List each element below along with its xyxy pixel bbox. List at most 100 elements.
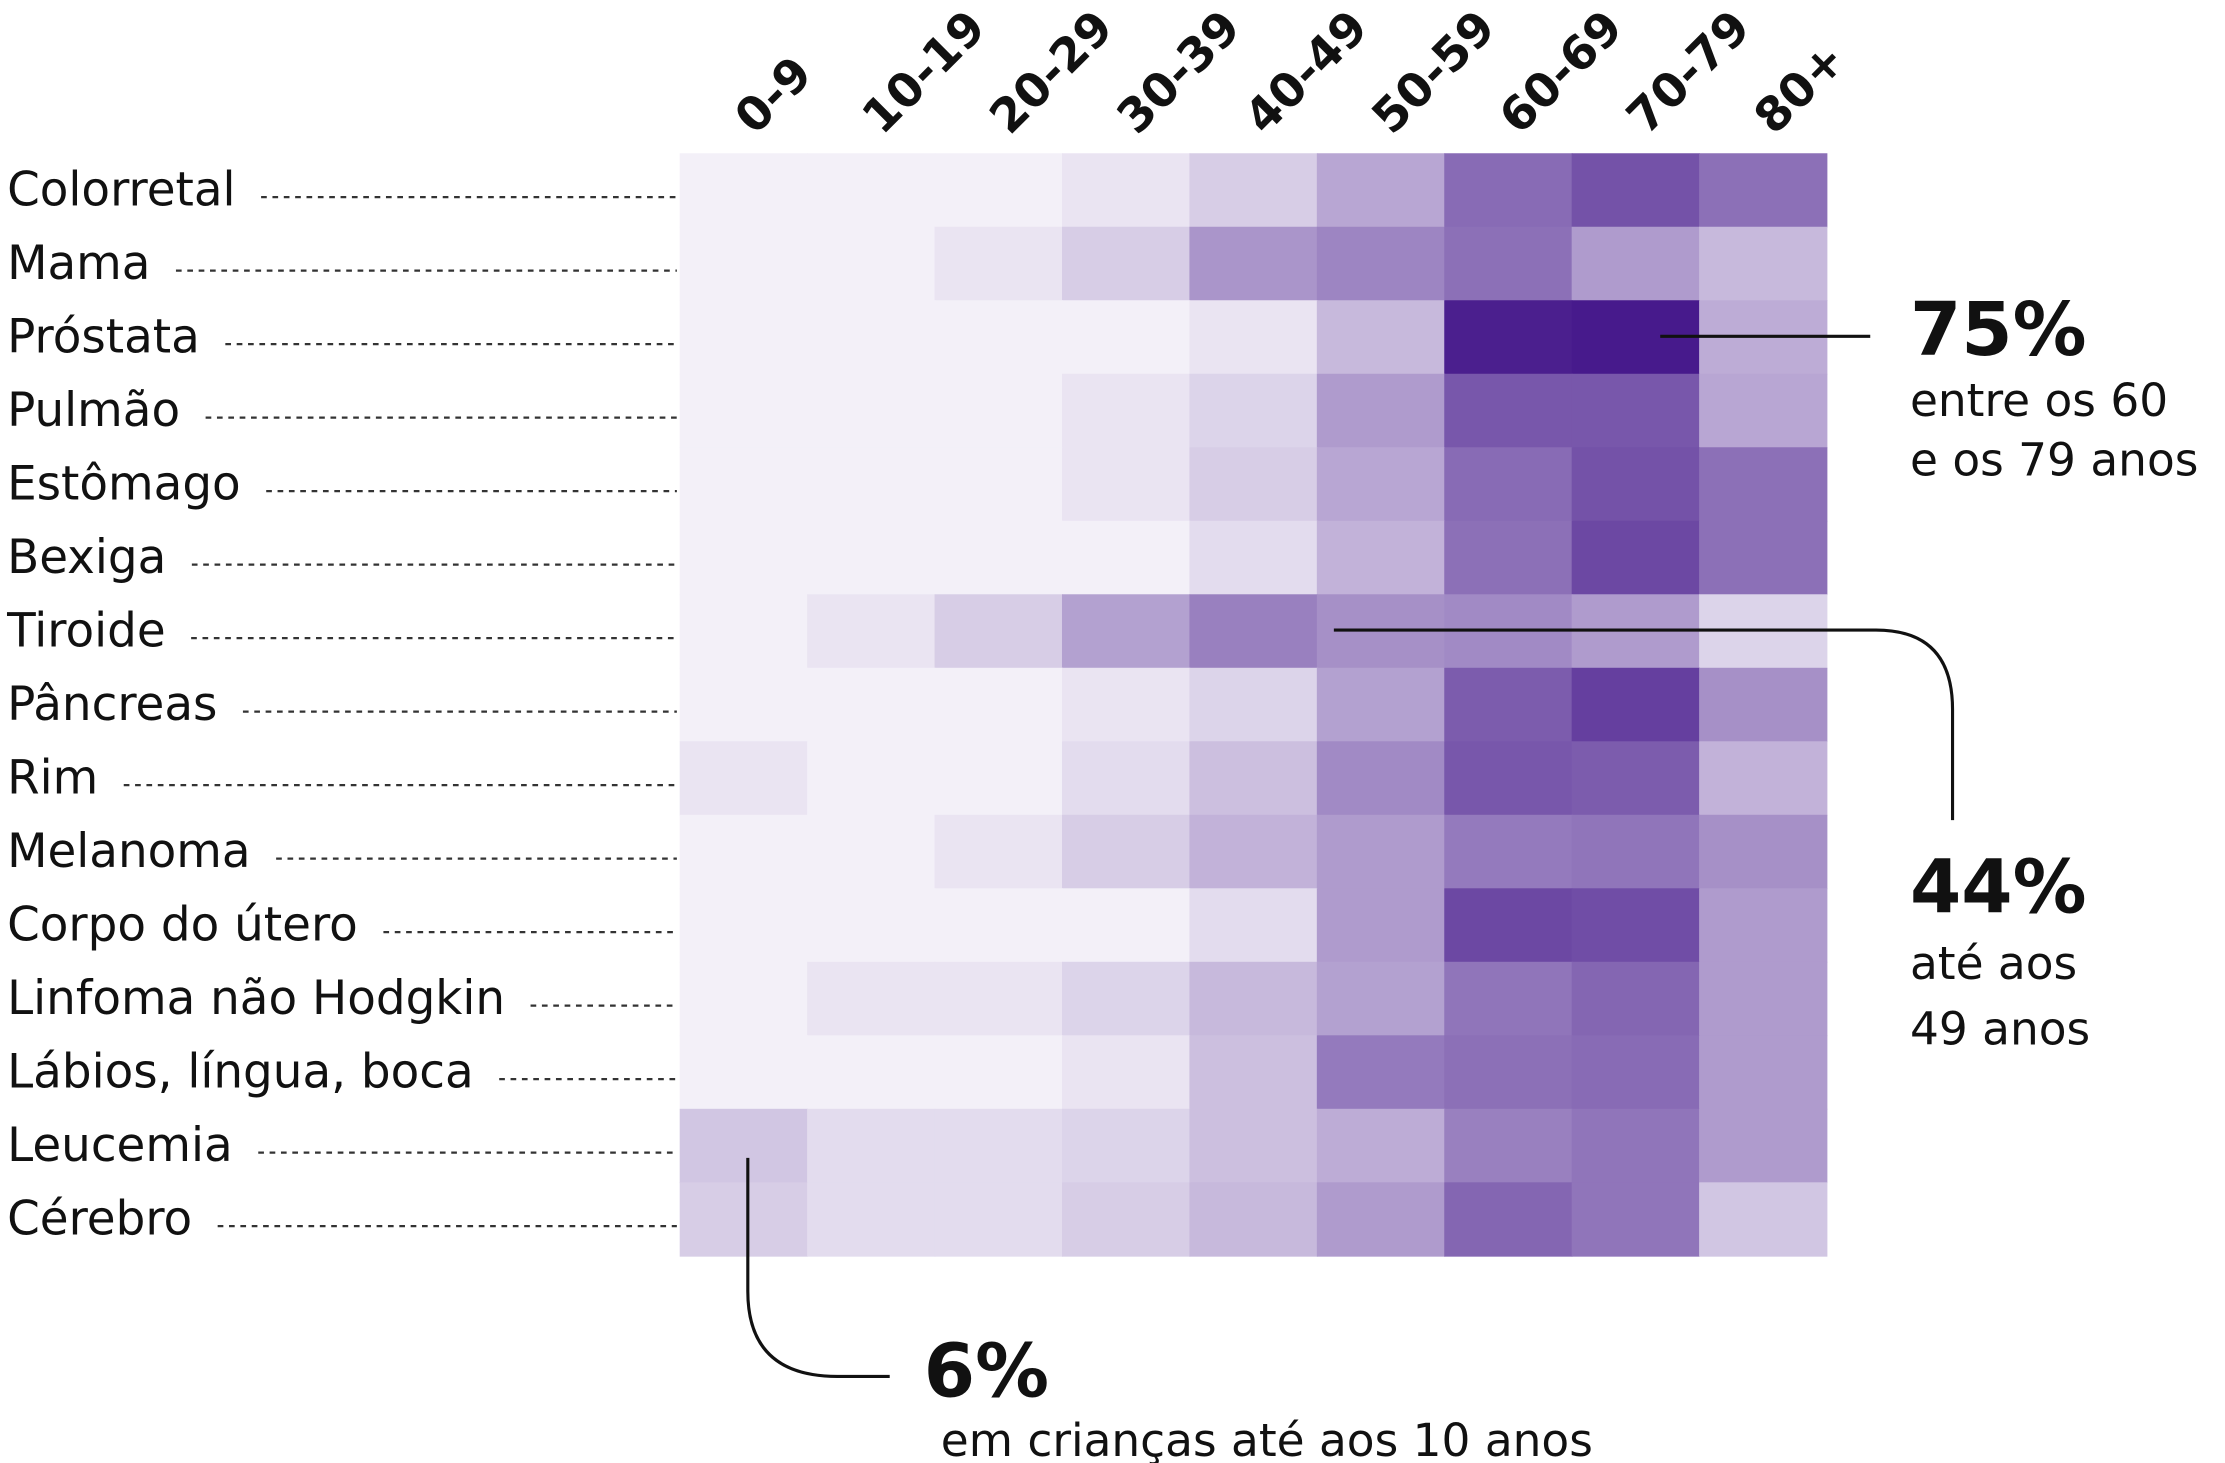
heatmap-cell [1444, 226, 1573, 302]
heatmap-cell [1699, 667, 1828, 743]
heatmap-cell [1316, 741, 1446, 816]
heatmap-cell [1061, 814, 1191, 890]
heatmap-cell [934, 226, 1063, 302]
heatmap-cell [1316, 373, 1446, 449]
column-labels: 0-9 10-1920-2930-3940-4950-5960-6970-7980… [725, 1, 1856, 145]
heatmap-cell [1571, 1108, 1700, 1184]
heatmap-cell [679, 1035, 808, 1110]
heatmap-cell [1189, 814, 1318, 890]
heatmap-cell [1316, 447, 1446, 522]
heatmap-cell [1061, 1035, 1191, 1110]
heatmap-cell [1316, 814, 1446, 890]
heatmap-cell [1316, 888, 1446, 963]
heatmap-cell [1571, 1182, 1700, 1257]
heatmap-cell [1699, 1182, 1828, 1257]
heatmap-cell [934, 1182, 1063, 1257]
heatmap-cell [1189, 741, 1318, 816]
row-label: Tiroide [6, 605, 166, 659]
heatmap-cell [807, 1035, 936, 1110]
heatmap-cell [1316, 300, 1446, 375]
heatmap-cell [1061, 741, 1191, 816]
heatmap-cell [807, 667, 936, 743]
row-label: Estômago [7, 458, 241, 512]
callout-line-tiroide [1333, 628, 1955, 821]
heatmap-cell [1189, 520, 1318, 596]
heatmap-cell [934, 447, 1063, 522]
heatmap-cell [679, 373, 808, 449]
heatmap-cell [934, 1108, 1063, 1184]
heatmap-cell [934, 961, 1063, 1037]
heatmap-cell [679, 667, 808, 743]
annotation-text-line: até aos [1910, 937, 2077, 990]
row-label: Linfoma não Hodgkin [7, 972, 505, 1026]
heatmap-cell [1699, 447, 1828, 522]
row-label: Corpo do útero [7, 899, 358, 953]
heatmap-cell [679, 888, 808, 963]
heatmap-cell [1061, 1182, 1191, 1257]
row-label: Leucemia [7, 1119, 233, 1173]
row-label: Cérebro [7, 1193, 192, 1247]
heatmap-cell [1061, 447, 1191, 522]
column-label: 10-19 [852, 1, 996, 145]
column-label: 40-49 [1235, 1, 1379, 145]
heatmap-cell [1444, 373, 1573, 449]
heatmap-cell [1061, 153, 1191, 228]
annotation-prostata: 75% entre os 60 e os 79 anos [1660, 288, 2198, 486]
heatmap-cell [1699, 888, 1828, 963]
heatmap-cell [1316, 226, 1446, 302]
heatmap-cell [934, 594, 1063, 669]
heatmap-cell [1571, 1035, 1700, 1110]
heatmap-cell [1444, 520, 1573, 596]
heatmap-cell [934, 888, 1063, 963]
annotation-value: 75% [1910, 288, 2087, 373]
heatmap-cell [1699, 961, 1828, 1037]
callout-line-criancas [746, 1157, 890, 1378]
heatmap-cell [934, 667, 1063, 743]
heatmap-cell [1699, 153, 1828, 228]
heatmap-cell [1316, 961, 1446, 1037]
heatmap-cell [934, 300, 1063, 375]
heatmap-cells [679, 153, 1828, 1257]
row-label: Melanoma [7, 825, 250, 879]
heatmap-cell [1189, 667, 1318, 743]
column-label: 0-9 [725, 47, 823, 145]
column-label: 20-29 [980, 1, 1124, 145]
annotation-text-line: entre os 60 [1910, 374, 2168, 427]
heatmap-cell [679, 153, 808, 228]
row-label: Rim [7, 752, 98, 806]
heatmap-cell [1444, 814, 1573, 890]
heatmap-cell [934, 520, 1063, 596]
heatmap-cell [1571, 520, 1700, 596]
heatmap-cell [1699, 226, 1828, 302]
heatmap-cell [1189, 1108, 1318, 1184]
heatmap-cell [1444, 1035, 1573, 1110]
heatmap-cell [1189, 226, 1318, 302]
annotation-value: 6% [924, 1329, 1049, 1414]
annotation-tiroide: 44% até aos 49 anos [1333, 628, 2090, 1055]
heatmap-cell [1444, 447, 1573, 522]
heatmap-cell [1061, 226, 1191, 302]
heatmap-cell [1571, 961, 1700, 1037]
heatmap-cell [1189, 1182, 1318, 1257]
heatmap-cell [807, 594, 936, 669]
heatmap-cell [1189, 153, 1318, 228]
annotation-text-line: e os 79 anos [1910, 433, 2198, 486]
heatmap-cell [1316, 1182, 1446, 1257]
annotation-criancas: 6% em crianças até aos 10 anos [746, 1157, 1593, 1463]
heatmap-cell [807, 520, 936, 596]
heatmap-cell [807, 814, 936, 890]
heatmap-cell [934, 153, 1063, 228]
heatmap-cell [1061, 594, 1191, 669]
heatmap-cell [1571, 226, 1700, 302]
heatmap-cell [807, 741, 936, 816]
heatmap-cell [1444, 300, 1573, 375]
heatmap-cell [1571, 153, 1700, 228]
heatmap-cell [807, 300, 936, 375]
column-label: 50-59 [1362, 1, 1506, 145]
heatmap-cell [1061, 300, 1191, 375]
heatmap-cell [1061, 667, 1191, 743]
heatmap-cell [1699, 814, 1828, 890]
heatmap-cell [1061, 961, 1191, 1037]
heatmap-cell [1444, 153, 1573, 228]
